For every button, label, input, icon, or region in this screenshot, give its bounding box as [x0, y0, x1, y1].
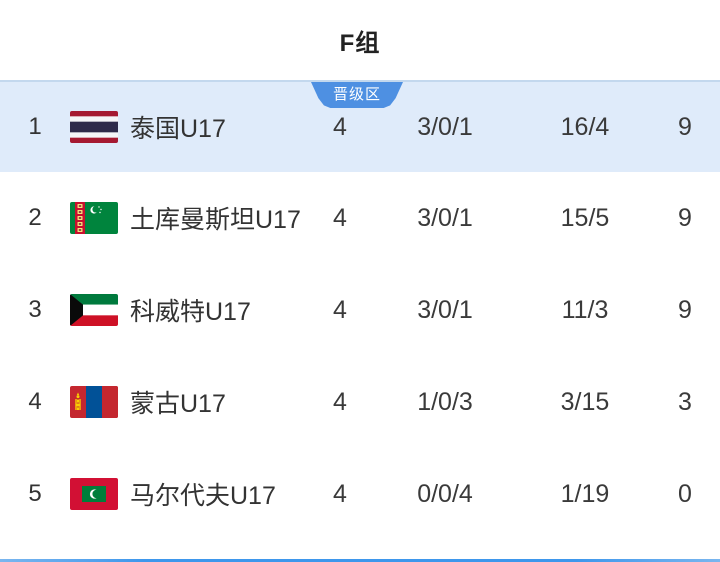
team-name: 科威特U17: [130, 298, 251, 326]
points: 9: [678, 295, 692, 324]
team-name: 泰国U17: [130, 115, 226, 143]
group-header: F组: [0, 0, 720, 80]
rank: 4: [28, 388, 42, 415]
rank: 1: [28, 113, 42, 140]
promotion-zone-badge: 晋级区: [311, 82, 403, 108]
table-row[interactable]: 晋级区 1 泰国U17 4 3/0/1 16/4 9: [0, 80, 720, 172]
turkmenistan-flag-icon: [70, 202, 118, 234]
win-draw-loss: 3/0/1: [417, 295, 473, 324]
goals-for-against: 11/3: [561, 295, 609, 324]
matches-played: 4: [333, 295, 347, 324]
team-name: 马尔代夫U17: [130, 482, 276, 510]
table-row[interactable]: 5 马尔代夫U17 4 0/0/4 1/19 0: [0, 448, 720, 540]
standings-table: 晋级区 1 泰国U17 4 3/0/1 16/4 9 2: [0, 80, 720, 540]
points: 0: [678, 479, 692, 508]
thailand-flag-icon: [70, 111, 118, 143]
maldives-flag-icon: [70, 478, 118, 510]
win-draw-loss: 0/0/4: [417, 479, 473, 508]
points: 3: [678, 387, 692, 416]
group-title: F组: [339, 29, 381, 57]
win-draw-loss: 3/0/1: [417, 112, 473, 141]
matches-played: 4: [333, 479, 347, 508]
goals-for-against: 15/5: [560, 203, 610, 232]
win-draw-loss: 3/0/1: [417, 203, 473, 232]
rank: 3: [28, 296, 42, 323]
matches-played: 4: [333, 203, 347, 232]
points: 9: [678, 112, 692, 141]
rank: 2: [28, 204, 42, 231]
goals-for-against: 1/19: [560, 479, 610, 508]
kuwait-flag-icon: [70, 294, 118, 326]
team-name: 蒙古U17: [130, 390, 226, 418]
goals-for-against: 16/4: [560, 112, 610, 141]
table-row[interactable]: 2: [0, 172, 720, 264]
win-draw-loss: 1/0/3: [417, 387, 473, 416]
table-row[interactable]: 4 蒙古U17 4 1/0/3 3/15 3: [0, 356, 720, 448]
bottom-accent-line: [0, 559, 720, 562]
mongolia-flag-icon: [70, 386, 118, 418]
points: 9: [678, 203, 692, 232]
matches-played: 4: [333, 112, 347, 141]
goals-for-against: 3/15: [560, 387, 610, 416]
matches-played: 4: [333, 387, 347, 416]
rank: 5: [28, 480, 42, 507]
team-name: 土库曼斯坦U17: [130, 206, 301, 234]
table-row[interactable]: 3 科威特U17 4 3/0/1 11/3 9: [0, 264, 720, 356]
